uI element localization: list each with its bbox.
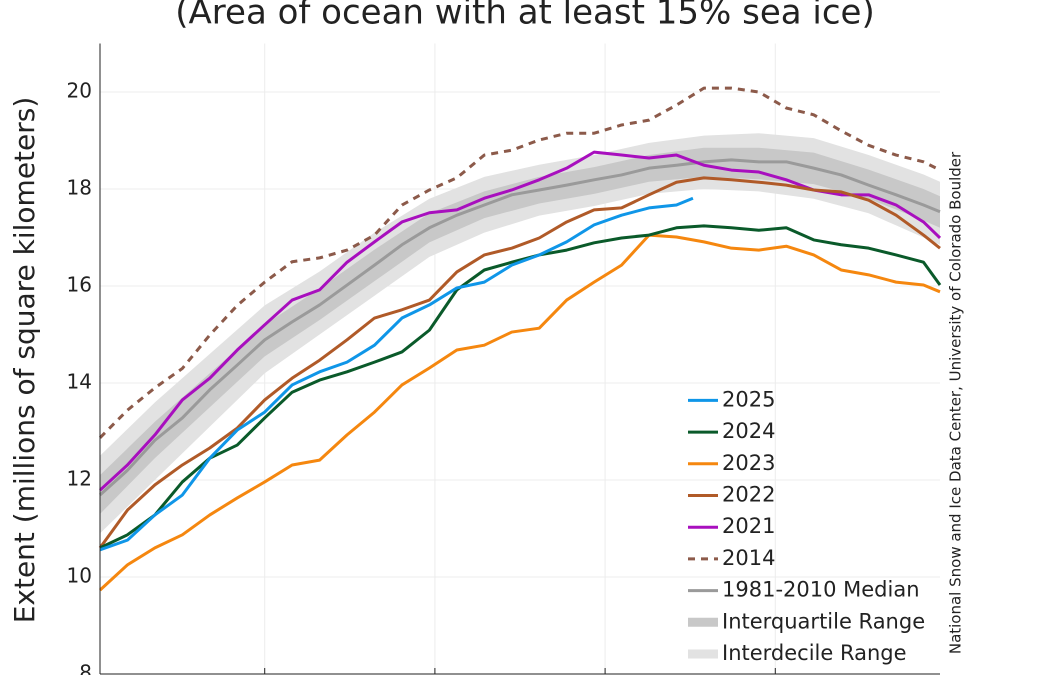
chart-title: (Area of ocean with at least 15% sea ice… <box>175 0 874 33</box>
legend-label: Interdecile Range <box>722 641 907 665</box>
y-axis-label: Extent (millions of square kilometers) <box>8 97 41 624</box>
y-tick-label: 12 <box>67 467 92 491</box>
legend-label: 2025 <box>722 387 775 411</box>
y-tick-label: 16 <box>67 273 92 297</box>
series-line <box>99 196 694 552</box>
legend-label: 2014 <box>722 546 775 570</box>
legend-label: 1981-2010 Median <box>722 578 920 602</box>
credit: National Snow and Ice Data Center, Unive… <box>947 151 965 654</box>
y-tick-label: 10 <box>67 564 92 588</box>
series-line <box>98 233 941 592</box>
legend-label: 2024 <box>722 419 775 443</box>
legend-label: 2021 <box>722 514 775 538</box>
y-tick-label: 8 <box>79 661 92 675</box>
legend-label: 2023 <box>722 451 775 475</box>
legend-label: Interquartile Range <box>722 609 925 633</box>
series-line <box>98 176 941 549</box>
y-tick-label: 14 <box>67 370 92 394</box>
range-band <box>100 147 940 514</box>
series-line <box>98 158 941 497</box>
y-tick-label: 18 <box>67 176 92 200</box>
legend-label: 2022 <box>722 483 775 507</box>
y-tick-label: 20 <box>67 79 92 103</box>
series-line <box>98 86 941 439</box>
